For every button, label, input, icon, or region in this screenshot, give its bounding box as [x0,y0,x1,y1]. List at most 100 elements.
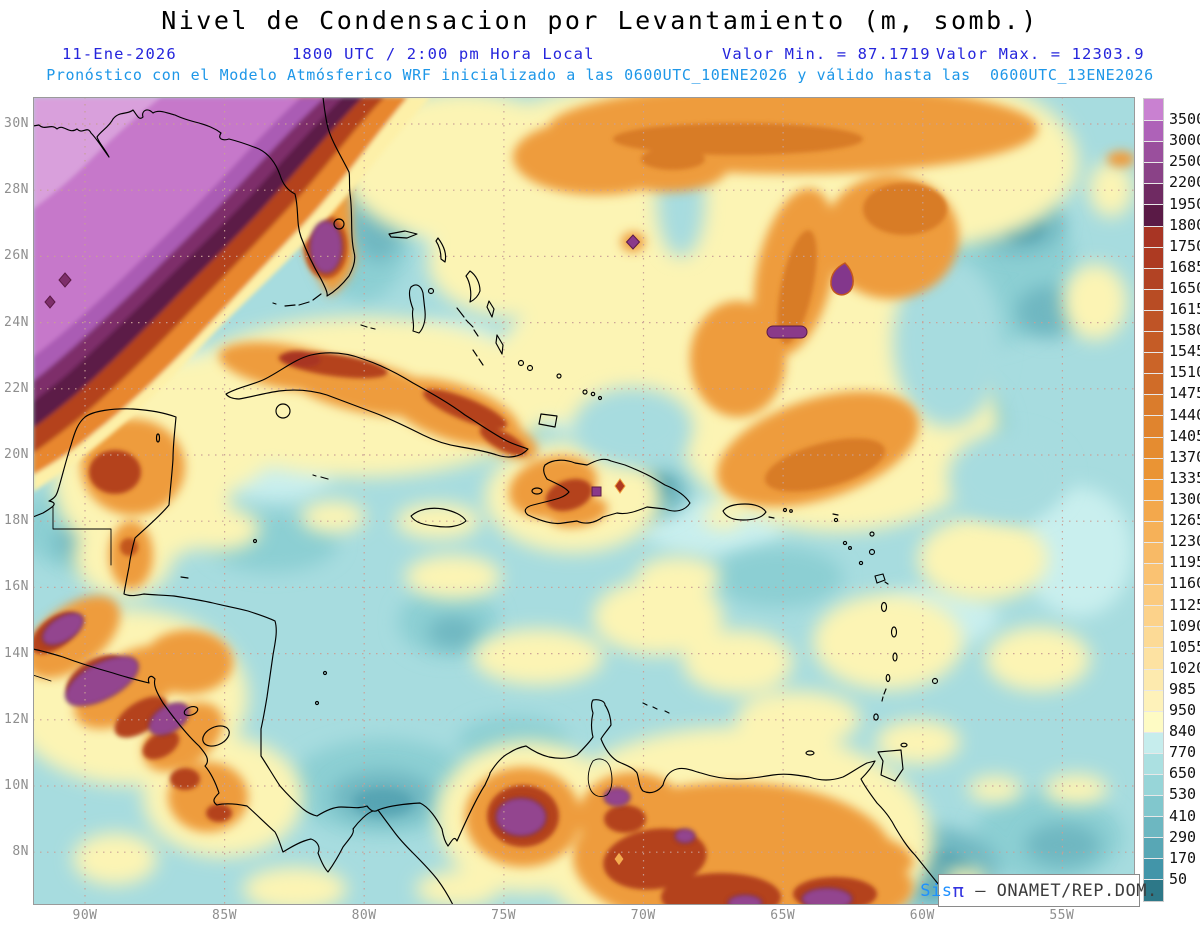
lat-tick-label: 16N [4,579,29,595]
lon-tick-label: 75W [491,908,517,923]
lon-tick-label: 55W [1049,908,1075,923]
pi-symbol: π [952,879,965,902]
colorbar-segment [1144,225,1163,247]
colorbar-segment [1144,584,1163,606]
colorbar-level: 1055 [1169,637,1200,656]
graticule [33,97,1135,905]
colorbar-level: 3000 [1169,131,1200,150]
map-canvas [33,97,1135,905]
lat-tick-label: 24N [4,314,29,330]
colorbar-level: 1650 [1169,278,1200,297]
lon-tick-label: 65W [770,908,796,923]
colorbar-segment [1144,352,1163,374]
lat-tick-label: 14N [4,645,29,661]
colorbar-level: 1125 [1169,595,1200,614]
colorbar-segment [1144,183,1163,205]
lon-tick-label: 70W [630,908,656,923]
colorbar-level: 2200 [1169,173,1200,192]
colorbar-segment [1144,394,1163,416]
colorbar-segment [1144,795,1163,817]
colorbar-segment [1144,541,1163,564]
colorbar-level: 1335 [1169,468,1200,487]
attribution-box: Sis π – ONAMET/REP.DOM. [920,874,1157,907]
colorbar-level: 770 [1169,743,1197,762]
colorbar-segment [1144,415,1163,437]
colorbar-segment [1144,331,1163,353]
colorbar-level: 1685 [1169,257,1200,276]
colorbar-level: 1195 [1169,553,1200,572]
colorbar-level: 1615 [1169,300,1200,319]
colorbar-segment [1144,436,1163,458]
colorbar-level: 1230 [1169,532,1200,551]
colorbar-segment [1144,668,1163,690]
colorbar-segment [1144,731,1163,753]
colorbar-level: 290 [1169,827,1197,846]
colorbar-level: 1545 [1169,342,1200,361]
colorbar-level: 170 [1169,848,1197,867]
lon-tick-label: 85W [212,908,238,923]
lon-tick-label: 80W [351,908,377,923]
colorbar-level: 1580 [1169,321,1200,340]
lcl-shaded-map [33,97,1135,905]
colorbar-segment [1144,99,1163,121]
lat-tick-label: 22N [4,380,29,396]
colorbar-segment [1144,626,1163,648]
lat-tick-label: 18N [4,513,29,529]
colorbar-segment [1144,837,1163,859]
colorbar-segment [1144,162,1163,184]
colorbar-segment [1144,520,1163,542]
colorbar-segment [1144,563,1163,585]
colorbar-segment [1144,309,1163,332]
attribution-text: – ONAMET/REP.DOM. [964,880,1158,901]
colorbar-level: 410 [1169,806,1197,825]
lat-tick-label: 26N [4,248,29,264]
colorbar-segment [1144,605,1163,627]
colorbar-level: 1265 [1169,511,1200,530]
forecast-subtitle: Pronóstico con el Modelo Atmósferico WRF… [46,66,1154,84]
page-title: Nivel de Condensacion por Levantamiento … [161,6,1039,35]
value-min: Valor Min. = 87.1719 [722,45,931,63]
colorbar-segment [1144,858,1163,880]
attribution-brand: Sis [920,880,953,901]
lon-tick-label: 90W [72,908,98,923]
colorbar-segment [1144,120,1163,142]
lat-tick-label: 28N [4,182,29,198]
colorbar-segment [1144,267,1163,289]
colorbar-segment [1144,816,1163,838]
colorbar-segment [1144,478,1163,500]
colorbar-segment [1144,141,1163,163]
colorbar-level: 2500 [1169,152,1200,171]
colorbar-level: 1510 [1169,363,1200,382]
colorbar-level: 1405 [1169,426,1200,445]
colorbar-segment [1144,879,1163,901]
lat-tick-label: 8N [12,844,29,860]
colorbar-segment [1144,710,1163,732]
colorbar-level: 1090 [1169,616,1200,635]
colorbar-level: 985 [1169,679,1197,698]
colorbar [1143,98,1164,902]
colorbar-level: 650 [1169,764,1197,783]
colorbar-level: 1800 [1169,215,1200,234]
colorbar-level: 950 [1169,701,1197,720]
purple-blobs [41,220,853,905]
colorbar-segment [1144,647,1163,669]
colorbar-segment [1144,499,1163,521]
colorbar-segment [1144,752,1163,774]
colorbar-level: 1020 [1169,658,1200,677]
colorbar-level: 1750 [1169,236,1200,255]
coastlines [33,97,956,905]
colorbar-level: 3500 [1169,110,1200,129]
colorbar-segment [1144,373,1163,395]
colorbar-segment [1144,246,1163,268]
point-marks [44,234,854,867]
colorbar-level: 1370 [1169,447,1200,466]
lat-tick-label: 12N [4,711,29,727]
colorbar-segment [1144,774,1163,796]
colorbar-segment [1144,689,1163,711]
value-max: Valor Max. = 12303.9 [936,45,1145,63]
lat-tick-label: 20N [4,447,29,462]
colorbar-level: 1475 [1169,384,1200,403]
colorbar-level: 840 [1169,722,1197,741]
colorbar-segment [1144,457,1163,479]
cyan-intrusions [573,147,1068,522]
